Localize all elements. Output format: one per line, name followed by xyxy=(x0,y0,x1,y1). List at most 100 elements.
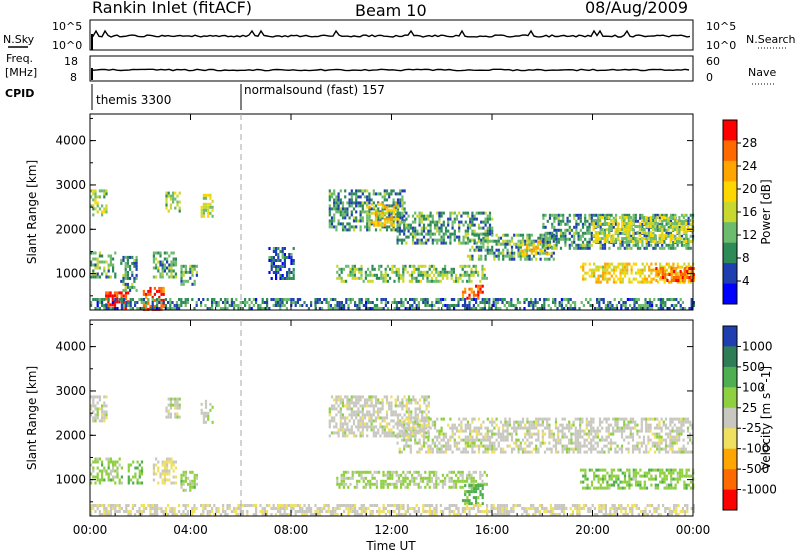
data-cell xyxy=(368,413,370,416)
data-cell xyxy=(478,430,480,433)
data-cell xyxy=(628,228,630,231)
data-cell xyxy=(484,268,486,271)
data-cell xyxy=(551,226,553,229)
data-cell xyxy=(99,407,101,410)
data-cell xyxy=(663,237,665,240)
data-cell xyxy=(548,258,550,261)
data-cell xyxy=(683,430,685,433)
data-cell xyxy=(112,467,114,470)
data-cell xyxy=(356,277,358,280)
data-cell xyxy=(97,479,99,482)
data-cell xyxy=(593,275,595,278)
data-cell xyxy=(101,464,103,467)
data-cell xyxy=(481,265,483,268)
data-cell xyxy=(425,239,427,242)
data-cell xyxy=(119,479,121,482)
data-cell xyxy=(375,401,377,404)
data-cell xyxy=(619,240,621,243)
data-cell xyxy=(329,207,331,210)
data-cell xyxy=(524,252,526,255)
data-cell xyxy=(574,301,576,304)
data-cell xyxy=(667,219,669,222)
data-cell xyxy=(397,206,399,209)
data-cell xyxy=(427,218,429,221)
data-cell xyxy=(358,298,360,301)
data-cell xyxy=(179,407,181,410)
data-cell xyxy=(471,418,473,421)
data-cell xyxy=(622,241,624,244)
data-cell xyxy=(101,298,103,301)
data-cell xyxy=(371,265,373,268)
data-cell xyxy=(478,246,480,249)
data-cell xyxy=(608,228,610,231)
data-cell xyxy=(664,281,666,284)
data-cell xyxy=(580,244,582,247)
data-cell xyxy=(489,212,491,215)
data-cell xyxy=(127,256,129,259)
data-cell xyxy=(162,273,164,276)
data-cell xyxy=(485,249,487,252)
data-cell xyxy=(537,448,539,451)
data-cell xyxy=(180,301,182,304)
data-cell xyxy=(355,225,357,228)
data-cell xyxy=(331,404,333,407)
data-cell xyxy=(414,218,416,221)
data-cell xyxy=(526,445,528,448)
data-cell xyxy=(438,215,440,218)
data-cell xyxy=(630,240,632,243)
data-cell xyxy=(356,471,358,474)
data-cell xyxy=(687,430,689,433)
data-cell xyxy=(664,270,666,273)
data-cell xyxy=(641,244,643,247)
data-cell xyxy=(347,265,349,268)
data-cell xyxy=(689,421,691,424)
data-cell xyxy=(92,404,94,407)
data-cell xyxy=(438,442,440,445)
data-cell xyxy=(180,280,182,283)
data-cell xyxy=(566,427,568,430)
data-cell xyxy=(97,195,99,198)
data-cell xyxy=(598,269,600,272)
data-cell xyxy=(116,294,118,297)
data-cell xyxy=(469,258,471,261)
data-cell xyxy=(531,234,533,237)
data-cell xyxy=(491,240,493,243)
data-cell xyxy=(507,430,509,433)
data-cell xyxy=(365,271,367,274)
data-cell xyxy=(395,401,397,404)
data-cell xyxy=(564,445,566,448)
data-cell xyxy=(469,439,471,442)
data-cell xyxy=(584,445,586,448)
data-cell xyxy=(604,275,606,278)
data-cell xyxy=(445,242,447,245)
data-cell xyxy=(584,217,586,220)
data-cell xyxy=(636,445,638,448)
data-cell xyxy=(590,421,592,424)
data-cell xyxy=(418,474,420,477)
data-cell xyxy=(127,283,129,286)
data-cell xyxy=(131,286,133,289)
data-cell xyxy=(575,214,577,217)
data-cell xyxy=(533,249,535,252)
data-cell xyxy=(467,237,469,240)
data-cell xyxy=(383,298,385,301)
data-cell xyxy=(652,240,654,243)
data-cell xyxy=(434,427,436,430)
data-cell xyxy=(487,427,489,430)
data-cell xyxy=(617,424,619,427)
data-cell xyxy=(641,237,643,240)
data-cell xyxy=(362,210,364,213)
data-cell xyxy=(669,298,671,301)
data-cell xyxy=(679,266,681,269)
data-cell xyxy=(438,233,440,236)
data-cell xyxy=(443,221,445,224)
data-cell xyxy=(345,265,347,268)
data-cell xyxy=(507,252,509,255)
data-cell xyxy=(404,268,406,271)
data-cell xyxy=(623,427,625,430)
data-cell xyxy=(612,442,614,445)
data-cell xyxy=(427,436,429,439)
data-cell xyxy=(622,244,624,247)
data-cell xyxy=(400,480,402,483)
data-cell xyxy=(382,277,384,280)
